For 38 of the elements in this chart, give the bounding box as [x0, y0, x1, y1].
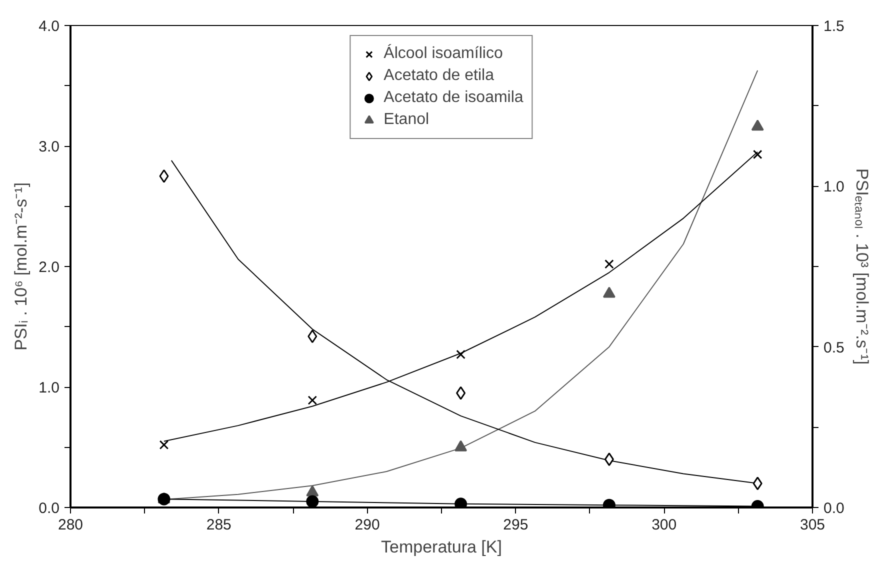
y2-tick-label: 1.5 — [824, 18, 844, 35]
point — [454, 498, 468, 508]
legend-label: Acetato de etila — [384, 67, 494, 85]
y-axis-title: PSIᵢ . 10⁶ [mol.m⁻²-s⁻¹] — [12, 182, 31, 351]
point — [602, 286, 616, 298]
legend-label: Etanol — [384, 111, 430, 129]
point — [159, 440, 169, 450]
y-tick-label: 0.0 — [38, 500, 60, 517]
point — [456, 386, 466, 400]
y2-tick-label: 0.0 — [824, 500, 844, 517]
y-tick-label: 1.0 — [38, 380, 60, 396]
point — [308, 330, 318, 344]
point — [306, 495, 319, 508]
point — [456, 350, 466, 360]
y2-tick-label: 0.5 — [824, 339, 844, 356]
point — [752, 150, 762, 160]
point — [306, 485, 319, 496]
point — [454, 440, 468, 452]
x-tick-label: 290 — [354, 516, 380, 534]
point — [604, 259, 614, 269]
legend-label: Acetato de isoamila — [384, 89, 524, 107]
point — [751, 120, 764, 131]
point — [604, 452, 614, 466]
point — [752, 476, 762, 490]
x-tick-label: 305 — [800, 516, 826, 534]
y-tick-label: 4.0 — [38, 18, 60, 35]
x-tick-label: 295 — [503, 516, 528, 534]
y2-axis-title: PSIₑₜₐₙₒₗ . 10³ [mol.m⁻².s⁻¹] — [852, 168, 872, 365]
y-tick-label: 2.0 — [38, 259, 60, 276]
legend-label: Álcool isoamílico — [384, 45, 503, 63]
x-axis-title: Temperatura [K] — [381, 538, 502, 556]
x-tick-label: 285 — [206, 516, 232, 534]
point — [308, 396, 318, 405]
y-tick-label: 3.0 — [38, 138, 60, 156]
point — [159, 169, 169, 183]
x-tick-label: 300 — [652, 516, 677, 534]
x-tick-label: 280 — [58, 516, 84, 534]
y2-tick-label: 1.0 — [824, 178, 844, 196]
